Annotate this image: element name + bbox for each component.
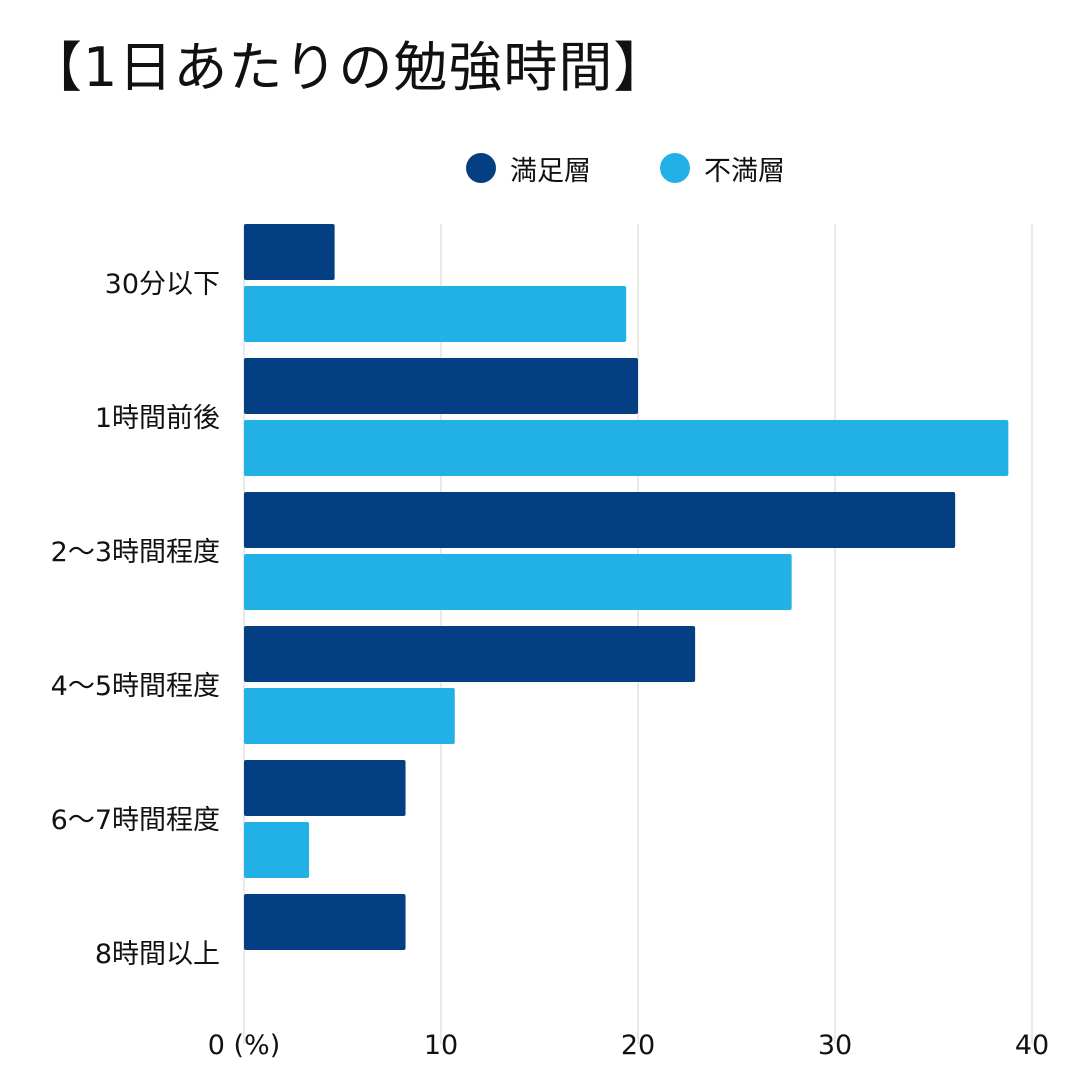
bar-satisfied — [244, 492, 956, 548]
x-tick-label: 30 — [818, 1030, 852, 1061]
legend-swatch-satisfied — [466, 153, 496, 183]
category-label: 30分以下 — [105, 269, 220, 300]
category-label: 2〜3時間程度 — [51, 537, 220, 568]
legend-swatch-dissatisfied — [660, 153, 690, 183]
bar-dissatisfied — [244, 420, 1009, 476]
bar-satisfied — [244, 626, 696, 682]
bar-satisfied — [244, 224, 335, 280]
legend: 満足層 不満層 — [0, 148, 1080, 188]
legend-item-dissatisfied: 不満層 — [660, 148, 785, 188]
category-label: 6〜7時間程度 — [51, 805, 220, 836]
bar-satisfied — [244, 894, 406, 950]
bar-dissatisfied — [244, 286, 627, 342]
x-tick-label: 20 — [621, 1030, 655, 1061]
category-label: 8時間以上 — [95, 939, 220, 970]
x-tick-label: 0 (%) — [208, 1030, 280, 1061]
chart-title: 【1日あたりの勉強時間】 — [28, 36, 669, 99]
bar-dissatisfied — [244, 554, 792, 610]
legend-label-satisfied: 満足層 — [510, 155, 591, 187]
category-label: 1時間前後 — [95, 403, 220, 434]
bar-dissatisfied — [244, 822, 310, 878]
bar-dissatisfied — [244, 688, 455, 744]
x-tick-label: 40 — [1015, 1030, 1049, 1061]
x-tick-label: 10 — [424, 1030, 458, 1061]
legend-label-dissatisfied: 不満層 — [704, 155, 785, 187]
legend-item-satisfied: 満足層 — [466, 148, 591, 188]
bar-satisfied — [244, 760, 406, 816]
bar-satisfied — [244, 358, 638, 414]
category-label: 4〜5時間程度 — [51, 671, 220, 702]
